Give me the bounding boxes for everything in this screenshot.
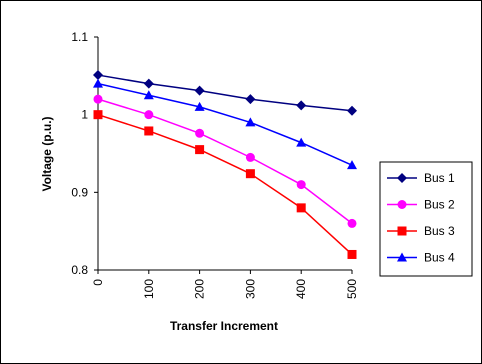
x-tick-labels: 0 100 200 300 400 500: [91, 279, 359, 299]
data-point-bus-1: [296, 100, 307, 111]
legend-swatch-marker: [397, 226, 407, 236]
series-line-bus-3: [97, 113, 353, 256]
legend-label: Bus 2: [424, 198, 455, 212]
x-tick-label: 300: [243, 279, 257, 299]
legend-label: Bus 1: [424, 171, 455, 185]
legend-item-bus-3: Bus 3: [387, 224, 455, 238]
series-line-bus-4: [97, 82, 353, 166]
data-point-bus-1: [347, 105, 357, 116]
data-point-bus-3: [195, 145, 205, 155]
series-bus-2: [93, 94, 357, 228]
data-point-bus-1: [143, 78, 154, 89]
legend-item-bus-1: Bus 1: [387, 171, 455, 185]
x-tick-label: 0: [91, 279, 105, 286]
data-point-bus-4: [143, 90, 154, 100]
data-point-bus-4: [93, 78, 103, 88]
legend-swatch-marker: [397, 252, 407, 262]
y-tick-label: 0.8: [71, 263, 88, 277]
series-bus-3: [93, 110, 357, 259]
x-tick-label: 400: [294, 279, 308, 299]
legend-swatch-marker: [397, 173, 407, 183]
legend-swatch-marker: [397, 200, 407, 209]
data-point-bus-2: [347, 218, 357, 228]
legend-label: Bus 3: [424, 224, 455, 238]
data-point-bus-3: [347, 249, 357, 259]
data-point-bus-3: [144, 126, 154, 136]
data-point-bus-4: [347, 160, 357, 170]
data-point-bus-2: [144, 110, 154, 120]
legend-label: Bus 4: [424, 251, 455, 265]
data-point-bus-2: [195, 128, 205, 138]
y-tick-label: 0.9: [71, 185, 88, 199]
y-tick-label: 1.1: [71, 30, 88, 44]
data-point-bus-3: [245, 169, 255, 179]
data-point-bus-2: [296, 180, 306, 190]
x-tick-label: 500: [345, 279, 359, 299]
data-point-bus-2: [93, 94, 103, 104]
series-line-bus-2: [97, 98, 353, 224]
y-axis-title: Voltage (p.u.): [40, 116, 54, 191]
legend-item-bus-2: Bus 2: [387, 198, 455, 212]
data-point-bus-4: [296, 137, 307, 147]
series-bus-1: [93, 70, 357, 116]
data-point-bus-3: [296, 203, 306, 213]
data-point-bus-1: [245, 94, 256, 105]
data-point-bus-1: [194, 85, 205, 96]
x-axis-title: Transfer Increment: [170, 319, 278, 333]
legend-item-bus-4: Bus 4: [387, 251, 455, 265]
x-tick-label: 200: [193, 279, 207, 299]
data-point-bus-4: [245, 117, 256, 127]
legend: Bus 1 Bus 2 Bus 3 Bus 4: [379, 161, 473, 277]
x-tick-label: 100: [142, 279, 156, 299]
y-tick-label: 1: [81, 108, 88, 122]
y-tick-labels: 0.8 0.9 1 1.1: [71, 30, 88, 277]
data-point-bus-3: [93, 110, 103, 120]
axes: [94, 36, 353, 274]
data-point-bus-2: [245, 152, 255, 162]
data-point-bus-1: [93, 70, 103, 81]
series-line-bus-1: [97, 74, 353, 112]
series-layer: [93, 70, 357, 259]
data-point-bus-4: [194, 101, 205, 111]
series-bus-4: [93, 78, 357, 170]
